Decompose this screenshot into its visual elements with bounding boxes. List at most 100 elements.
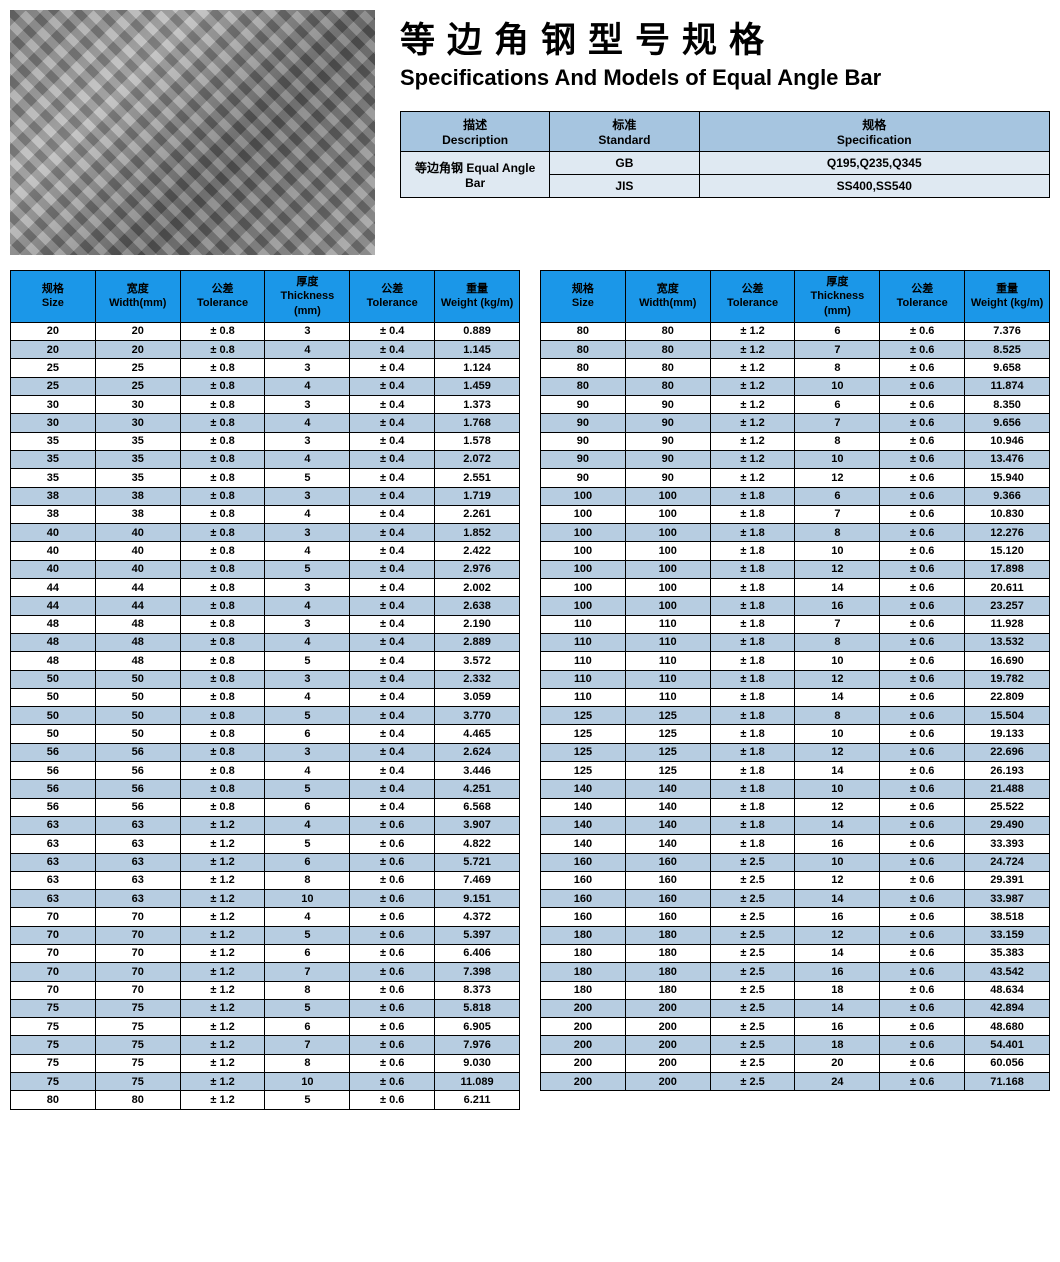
cell: 160 [541, 871, 626, 889]
cell: 6 [795, 396, 880, 414]
table-row: 125125± 1.88± 0.615.504 [541, 707, 1050, 725]
table-row: 100100± 1.810± 0.615.120 [541, 542, 1050, 560]
cell: ± 0.6 [880, 505, 965, 523]
cell: ± 0.8 [180, 762, 265, 780]
col-header-2: 公差Tolerance [180, 271, 265, 323]
cell: 7 [795, 505, 880, 523]
cell: ± 1.8 [710, 816, 795, 834]
col-header-2: 公差Tolerance [710, 271, 795, 323]
cell: ± 1.2 [180, 1054, 265, 1072]
table-row: 180180± 2.518± 0.648.634 [541, 981, 1050, 999]
cell: 100 [541, 487, 626, 505]
table-row: 6363± 1.28± 0.67.469 [11, 871, 520, 889]
cell: 15.940 [965, 469, 1050, 487]
cell: ± 0.8 [180, 359, 265, 377]
cell: 16 [795, 963, 880, 981]
cell: 4 [265, 341, 350, 359]
table-row: 7070± 1.27± 0.67.398 [11, 963, 520, 981]
title-en: Specifications And Models of Equal Angle… [400, 65, 1050, 91]
cell: 80 [625, 359, 710, 377]
cell: ± 0.8 [180, 542, 265, 560]
cell: ± 0.6 [880, 816, 965, 834]
cell: 14 [795, 944, 880, 962]
cell: 7 [265, 1036, 350, 1054]
cell: ± 1.2 [180, 908, 265, 926]
table-row: 9090± 1.26± 0.68.350 [541, 396, 1050, 414]
cell: 8 [795, 633, 880, 651]
cell: 2.976 [435, 560, 520, 578]
table-row: 5050± 0.83± 0.42.332 [11, 670, 520, 688]
cell: 7.376 [965, 322, 1050, 340]
cell: 4.822 [435, 835, 520, 853]
cell: 180 [541, 981, 626, 999]
cell: 14 [795, 688, 880, 706]
cell: 100 [541, 560, 626, 578]
table-row: 4848± 0.85± 0.43.572 [11, 652, 520, 670]
cell: ± 0.6 [350, 871, 435, 889]
cell: 4 [265, 816, 350, 834]
cell: 63 [11, 816, 96, 834]
cell: 11.089 [435, 1073, 520, 1091]
cell: 7.469 [435, 871, 520, 889]
cell: 19.782 [965, 670, 1050, 688]
cell: ± 0.6 [350, 1073, 435, 1091]
cell: 12 [795, 871, 880, 889]
table-row: 100100± 1.816± 0.623.257 [541, 597, 1050, 615]
table-row: 8080± 1.210± 0.611.874 [541, 377, 1050, 395]
spec-std-0: GB [550, 152, 699, 175]
cell: 80 [625, 341, 710, 359]
col-header-1: 宽度Width(mm) [95, 271, 180, 323]
cell: 110 [625, 615, 710, 633]
cell: 80 [95, 1091, 180, 1109]
cell: 63 [11, 835, 96, 853]
cell: 63 [95, 853, 180, 871]
table-row: 8080± 1.27± 0.68.525 [541, 341, 1050, 359]
table-row: 7070± 1.24± 0.64.372 [11, 908, 520, 926]
table-row: 110110± 1.814± 0.622.809 [541, 688, 1050, 706]
cell: 16.690 [965, 652, 1050, 670]
cell: ± 0.4 [350, 505, 435, 523]
cell: ± 1.8 [710, 652, 795, 670]
cell: 140 [625, 780, 710, 798]
cell: 22.696 [965, 743, 1050, 761]
cell: 180 [625, 981, 710, 999]
table-row: 2020± 0.83± 0.40.889 [11, 322, 520, 340]
cell: 200 [541, 999, 626, 1017]
cell: ± 1.2 [710, 450, 795, 468]
cell: 160 [625, 890, 710, 908]
cell: 4 [265, 414, 350, 432]
cell: 11.928 [965, 615, 1050, 633]
table-row: 3535± 0.83± 0.41.578 [11, 432, 520, 450]
cell: 9.656 [965, 414, 1050, 432]
cell: ± 0.8 [180, 450, 265, 468]
cell: 100 [625, 487, 710, 505]
right-data-table: 规格Size宽度Width(mm)公差Tolerance厚度Thickness … [540, 270, 1050, 1091]
cell: 9.366 [965, 487, 1050, 505]
cell: 160 [625, 908, 710, 926]
cell: ± 0.6 [880, 542, 965, 560]
cell: 63 [11, 853, 96, 871]
cell: ± 0.8 [180, 780, 265, 798]
table-row: 5656± 0.86± 0.46.568 [11, 798, 520, 816]
table-row: 9090± 1.210± 0.613.476 [541, 450, 1050, 468]
cell: 48.680 [965, 1018, 1050, 1036]
cell: 75 [95, 999, 180, 1017]
cell: 8 [265, 981, 350, 999]
cell: ± 1.8 [710, 542, 795, 560]
cell: 200 [625, 1036, 710, 1054]
cell: 63 [95, 890, 180, 908]
cell: ± 0.6 [350, 853, 435, 871]
cell: ± 2.5 [710, 1036, 795, 1054]
cell: 6 [265, 798, 350, 816]
cell: 70 [11, 926, 96, 944]
table-row: 3535± 0.85± 0.42.551 [11, 469, 520, 487]
cell: ± 0.6 [880, 762, 965, 780]
cell: 33.987 [965, 890, 1050, 908]
cell: 180 [625, 926, 710, 944]
cell: 13.476 [965, 450, 1050, 468]
title-block: 等边角钢型号规格 Specifications And Models of Eq… [400, 10, 1050, 255]
cell: 75 [95, 1036, 180, 1054]
cell: 48.634 [965, 981, 1050, 999]
cell: 40 [11, 524, 96, 542]
cell: 38 [11, 505, 96, 523]
